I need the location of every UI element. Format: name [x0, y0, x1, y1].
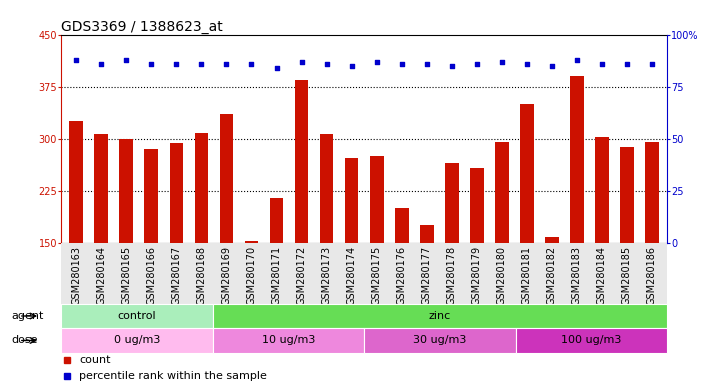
Text: GSM280174: GSM280174 — [347, 246, 357, 305]
Bar — [69, 121, 83, 243]
Point — [171, 61, 182, 67]
Text: GSM280164: GSM280164 — [97, 246, 106, 305]
Bar — [470, 168, 484, 243]
Text: GSM280171: GSM280171 — [272, 246, 281, 305]
Bar — [295, 79, 309, 243]
Bar — [270, 197, 283, 243]
Point — [321, 61, 332, 67]
Bar — [520, 104, 534, 243]
Point — [446, 63, 457, 69]
Point — [471, 61, 482, 67]
Text: GSM280177: GSM280177 — [422, 246, 432, 305]
Bar — [645, 142, 659, 243]
Point — [521, 61, 533, 67]
Bar — [595, 137, 609, 243]
Text: GSM280165: GSM280165 — [121, 246, 131, 305]
Text: count: count — [79, 355, 111, 365]
Bar — [620, 147, 634, 243]
Point — [346, 63, 358, 69]
Bar — [94, 134, 108, 243]
Text: GSM280170: GSM280170 — [247, 246, 257, 305]
Point — [96, 61, 107, 67]
Text: GSM280166: GSM280166 — [146, 246, 156, 305]
Bar — [319, 134, 333, 243]
Point — [371, 58, 382, 65]
Point — [195, 61, 207, 67]
Text: zinc: zinc — [429, 311, 451, 321]
Text: agent: agent — [12, 311, 44, 321]
Text: control: control — [118, 311, 156, 321]
Bar — [144, 149, 159, 243]
Bar — [120, 139, 133, 243]
Bar — [195, 133, 208, 243]
Bar — [364, 328, 516, 353]
Bar — [244, 241, 258, 243]
Point — [396, 61, 407, 67]
Text: GSM280175: GSM280175 — [371, 246, 381, 305]
Point — [271, 65, 283, 71]
Point — [546, 63, 557, 69]
Text: GSM280183: GSM280183 — [572, 246, 582, 305]
Bar — [61, 328, 213, 353]
Text: GSM280163: GSM280163 — [71, 246, 81, 305]
Text: dose: dose — [12, 336, 38, 346]
Bar — [516, 328, 667, 353]
Point — [646, 61, 658, 67]
Text: GSM280179: GSM280179 — [472, 246, 482, 305]
Text: percentile rank within the sample: percentile rank within the sample — [79, 371, 267, 381]
Text: 100 ug/m3: 100 ug/m3 — [561, 336, 622, 346]
Text: GSM280176: GSM280176 — [397, 246, 407, 305]
Bar — [570, 76, 584, 243]
Bar — [345, 158, 358, 243]
Point — [71, 56, 82, 63]
Text: GSM280181: GSM280181 — [522, 246, 532, 305]
Point — [146, 61, 157, 67]
Point — [296, 58, 307, 65]
Point — [120, 56, 132, 63]
Bar — [545, 237, 559, 243]
Text: GSM280167: GSM280167 — [172, 246, 182, 305]
Point — [421, 61, 433, 67]
Text: GSM280172: GSM280172 — [296, 246, 306, 305]
Bar — [395, 208, 409, 243]
Point — [221, 61, 232, 67]
Text: GSM280185: GSM280185 — [622, 246, 632, 305]
Bar — [420, 225, 433, 243]
Text: 30 ug/m3: 30 ug/m3 — [413, 336, 466, 346]
Bar — [213, 304, 667, 328]
Point — [571, 56, 583, 63]
Text: GDS3369 / 1388623_at: GDS3369 / 1388623_at — [61, 20, 223, 33]
Bar — [445, 163, 459, 243]
Bar — [495, 142, 508, 243]
Text: 0 ug/m3: 0 ug/m3 — [114, 336, 160, 346]
Text: GSM280184: GSM280184 — [597, 246, 607, 305]
Text: 10 ug/m3: 10 ug/m3 — [262, 336, 315, 346]
Text: GSM280180: GSM280180 — [497, 246, 507, 305]
Text: GSM280173: GSM280173 — [322, 246, 332, 305]
Point — [496, 58, 508, 65]
Bar — [169, 144, 183, 243]
Point — [596, 61, 608, 67]
Bar — [220, 114, 234, 243]
Bar — [370, 156, 384, 243]
Point — [621, 61, 632, 67]
Point — [246, 61, 257, 67]
Text: GSM280178: GSM280178 — [447, 246, 456, 305]
Text: GSM280186: GSM280186 — [647, 246, 657, 305]
Text: GSM280182: GSM280182 — [547, 246, 557, 305]
Text: GSM280169: GSM280169 — [221, 246, 231, 305]
Text: GSM280168: GSM280168 — [196, 246, 206, 305]
Bar — [61, 304, 213, 328]
Bar — [213, 328, 364, 353]
